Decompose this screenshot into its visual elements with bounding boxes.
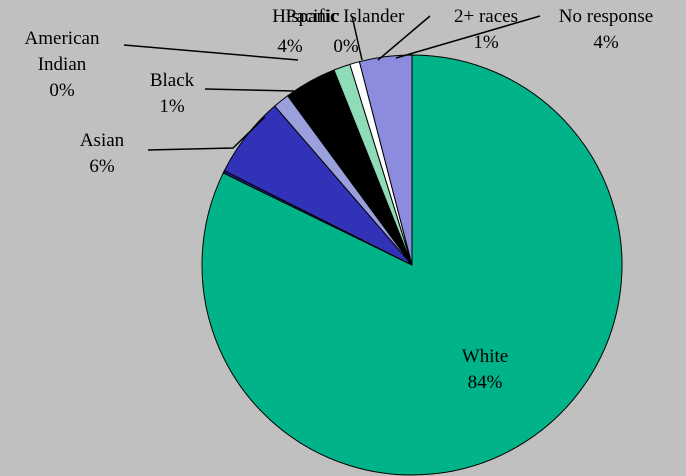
slice-value-asian: 6% [89, 156, 115, 177]
slice-label-no-response: No response [559, 6, 653, 27]
slice-labels: White 84% American Indian 0% Asian 6% Black 1% Hi… [25, 6, 654, 393]
slice-value-black: 1% [159, 96, 185, 117]
slice-label-american-indian-line-2: Indian [38, 54, 87, 75]
leader-line-american-indian [123, 44, 299, 61]
leader-line-black [204, 88, 295, 92]
slice-value-american-indian: 0% [49, 80, 75, 101]
pie-slice-no-response [358, 54, 413, 266]
slice-value-white: 84% [468, 372, 503, 393]
leader-line-pacific-islander [351, 15, 363, 61]
leader-line-asian [147, 116, 266, 151]
leader-lines [123, 15, 541, 151]
slice-label-white: White [462, 346, 508, 367]
leader-line-no-response [395, 15, 541, 59]
slice-value-hispanic: 4% [277, 36, 303, 57]
slice-label-asian: Asian [80, 130, 125, 151]
slice-label-hispanic: Hispanic [272, 6, 340, 27]
slice-label-american-indian-line-1: American [25, 28, 100, 49]
slice-label-pacific-islander: Pacific Islander [286, 6, 405, 27]
slice-label-black: Black [150, 70, 195, 91]
slice-value-pacific-islander: 0% [333, 36, 359, 57]
slice-value-no-response: 4% [593, 32, 619, 53]
leader-line-2-races [377, 15, 431, 61]
pie-slices [201, 54, 623, 476]
pie-slice-white [201, 54, 623, 476]
slice-value-2-races: 1% [473, 32, 499, 53]
slice-label-2-races: 2+ races [454, 6, 518, 27]
